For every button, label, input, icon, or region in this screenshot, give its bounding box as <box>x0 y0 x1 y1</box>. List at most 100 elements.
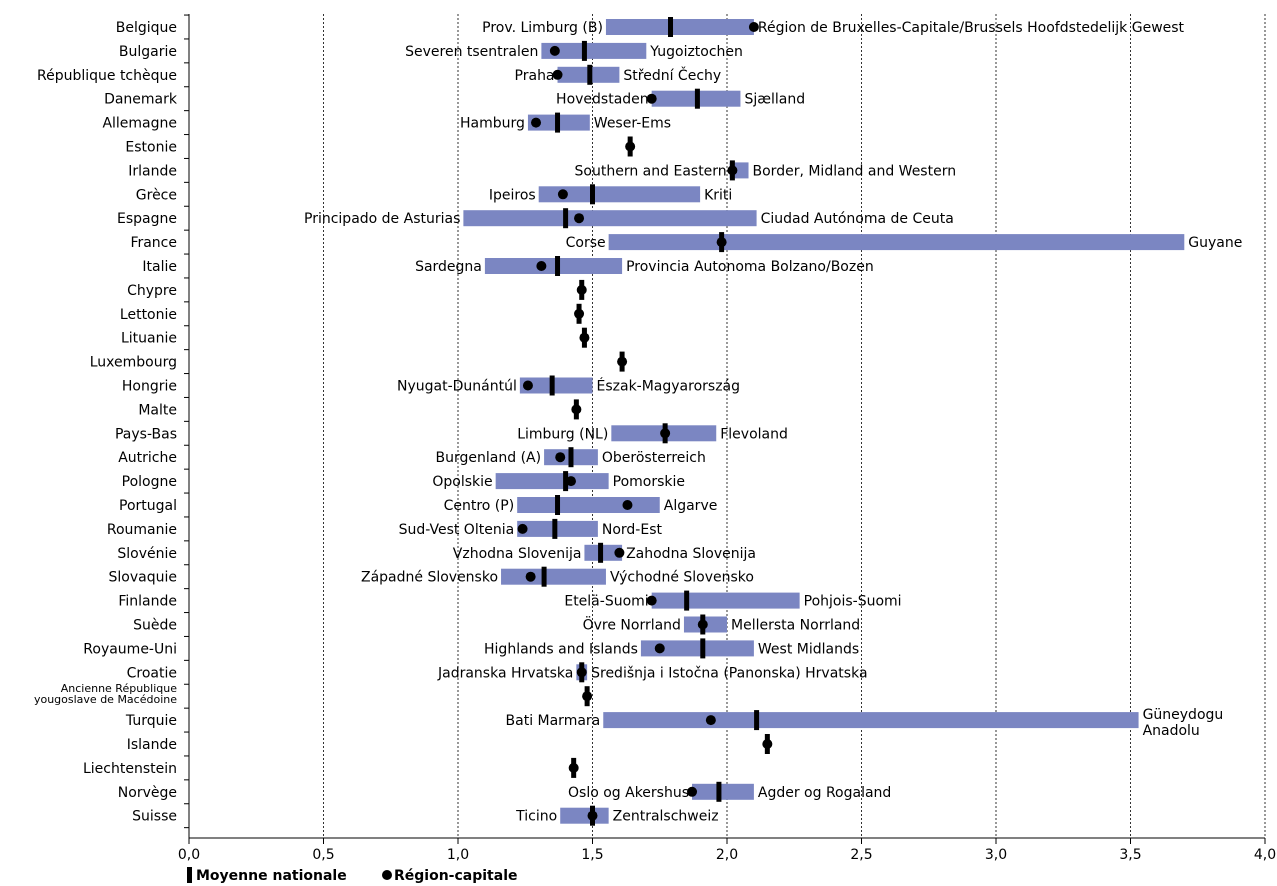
mean-marker <box>684 590 690 611</box>
region-max-label: Algarve <box>664 498 718 514</box>
country-label: Turquie <box>125 713 177 729</box>
country-label: Estonie <box>125 140 177 156</box>
region-min-label: Západné Slovensko <box>361 570 498 586</box>
region-min-label: Highlands and Islands <box>484 641 638 657</box>
capital-marker <box>579 332 590 343</box>
capital-marker <box>549 45 560 56</box>
mean-marker <box>549 375 555 396</box>
mean-marker <box>555 112 561 133</box>
x-tick-label: 3,0 <box>985 847 1007 863</box>
country-label: Pologne <box>122 474 177 490</box>
region-min-label: Bati Marmara <box>506 713 601 729</box>
region-max-label: Provincia Autonoma Bolzano/Bozen <box>626 259 874 275</box>
legend-mean-label: Moyenne nationale <box>196 868 347 884</box>
mean-marker <box>555 256 561 276</box>
mean-marker <box>563 471 569 492</box>
range-bars <box>463 19 1185 824</box>
capital-marker <box>727 165 738 176</box>
x-tick-label: 3,5 <box>1119 847 1141 863</box>
region-max-label: Zentralschweiz <box>613 809 719 825</box>
country-label: Bulgarie <box>119 44 177 60</box>
grid-lines <box>323 14 1266 838</box>
country-label: Royaume-Uni <box>83 641 177 657</box>
country-label: Grèce <box>136 187 177 203</box>
country-label: Hongrie <box>122 379 177 395</box>
country-label: Slovénie <box>117 546 177 562</box>
range-bar <box>501 568 606 585</box>
range-bar <box>517 497 660 513</box>
region-min-label: Hamburg <box>460 116 525 132</box>
capital-marker <box>536 261 547 271</box>
country-label: Danemark <box>104 92 178 108</box>
capital-marker <box>576 667 587 678</box>
legend: Moyenne nationale Région-capitale <box>187 867 518 884</box>
capital-markers <box>517 22 773 821</box>
region-min-label: Sardegna <box>415 259 482 275</box>
mean-marker <box>716 781 722 802</box>
region-min-label: Oslo og Akershus <box>568 785 689 801</box>
range-bar <box>495 473 609 490</box>
range-bar <box>519 377 593 394</box>
capital-marker <box>646 595 657 606</box>
country-labels: Belgique Bulgarie République tchèque Danema… <box>34 20 178 825</box>
mean-marker <box>598 542 604 563</box>
region-min-label: Burgenland (A) <box>436 450 542 466</box>
range-bar <box>560 807 609 824</box>
region-min-label: Prov. Limburg (B) <box>482 20 603 36</box>
range-bar <box>605 19 754 35</box>
region-max-label: Kriti <box>704 187 732 203</box>
range-bar <box>651 592 800 609</box>
capital-marker <box>614 547 625 558</box>
legend-capital-swatch <box>382 870 392 880</box>
region-labels: Prov. Limburg (B) Région de Bruxelles-Cap… <box>304 20 1242 825</box>
mean-marker <box>552 518 558 539</box>
region-max-label: Pomorskie <box>613 474 685 490</box>
mean-marker <box>694 88 700 109</box>
region-min-label: Limburg (NL) <box>517 426 608 442</box>
range-bar <box>584 544 623 561</box>
mean-markers <box>541 17 770 826</box>
country-label: Allemagne <box>102 116 177 132</box>
country-label: Luxembourg <box>90 355 177 371</box>
region-max-label: Yugoiztochen <box>649 44 743 60</box>
capital-marker <box>697 619 708 630</box>
range-bar <box>608 234 1185 251</box>
capital-marker <box>705 715 716 726</box>
region-max-label: Zahodna Slovenija <box>626 546 756 562</box>
region-max-label: Východné Slovensko <box>610 570 754 586</box>
country-label: Finlande <box>118 594 177 610</box>
capital-marker <box>522 380 533 391</box>
capital-marker <box>587 810 598 821</box>
mean-marker <box>754 710 760 731</box>
country-label: Slovaquie <box>109 570 177 586</box>
country-label: Ancienne République yougoslave de Macédoi… <box>34 682 177 706</box>
legend-capital-label: Région-capitale <box>394 868 518 884</box>
region-max-label: Agder og Rogaland <box>758 785 891 801</box>
country-label: Suisse <box>132 809 177 825</box>
mean-marker <box>700 638 706 659</box>
capital-marker <box>660 428 671 439</box>
capital-marker <box>646 93 657 104</box>
region-min-label: Övre Norrland <box>583 616 681 634</box>
region-max-label: Središnja i Istočna (Panonska) Hrvatska <box>591 665 867 681</box>
country-label: Espagne <box>117 211 177 227</box>
range-bar <box>640 640 754 657</box>
mean-marker <box>581 40 587 61</box>
region-max-label: Sjælland <box>744 92 805 108</box>
region-min-label: Southern and Eastern <box>575 163 727 179</box>
x-axis: 0,0 0,5 1,0 1,5 2,0 2,5 3,0 3,5 4,0 <box>178 14 1276 863</box>
region-max-label: Guyane <box>1188 235 1242 251</box>
mean-marker <box>587 64 593 85</box>
mean-marker <box>541 566 547 587</box>
capital-marker <box>617 356 628 367</box>
country-label: Suède <box>133 618 177 634</box>
country-label: République tchèque <box>37 68 177 84</box>
capital-marker <box>625 141 636 152</box>
region-min-label: Principado de Asturias <box>304 211 460 227</box>
capital-marker <box>565 476 576 487</box>
country-label: Chypre <box>127 283 177 299</box>
country-label: Roumanie <box>107 522 177 538</box>
legend-mean-swatch <box>187 867 192 883</box>
capital-marker <box>574 308 585 319</box>
x-tick-label: 0,5 <box>312 847 334 863</box>
